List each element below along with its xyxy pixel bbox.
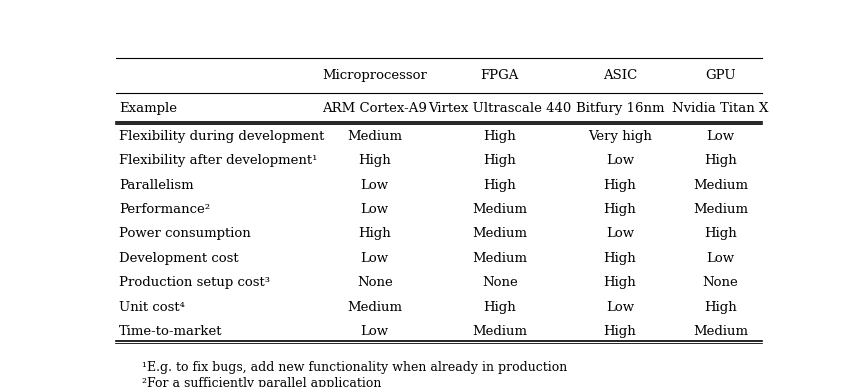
Text: Low: Low [360,203,388,216]
Text: High: High [359,228,391,240]
Text: Production setup cost³: Production setup cost³ [119,276,269,289]
Text: Nvidia Titan X: Nvidia Titan X [672,102,768,115]
Text: Development cost: Development cost [119,252,238,265]
Text: Low: Low [706,130,734,143]
Text: Low: Low [360,325,388,338]
Text: Low: Low [606,301,634,314]
Text: High: High [704,228,737,240]
Text: Medium: Medium [693,203,748,216]
Text: ASIC: ASIC [603,69,638,82]
Text: Medium: Medium [693,325,748,338]
Text: Medium: Medium [473,203,527,216]
Text: Medium: Medium [347,130,402,143]
Text: Very high: Very high [588,130,652,143]
Text: High: High [484,178,516,192]
Text: FPGA: FPGA [480,69,519,82]
Text: High: High [604,252,637,265]
Text: Medium: Medium [473,325,527,338]
Text: Power consumption: Power consumption [119,228,251,240]
Text: High: High [704,301,737,314]
Text: High: High [484,154,516,167]
Text: Medium: Medium [473,228,527,240]
Text: None: None [357,276,393,289]
Text: High: High [484,130,516,143]
Text: Medium: Medium [693,178,748,192]
Text: Flexibility during development: Flexibility during development [119,130,324,143]
Text: Low: Low [706,252,734,265]
Text: Medium: Medium [347,301,402,314]
Text: None: None [482,276,518,289]
Text: Low: Low [360,178,388,192]
Text: ²For a sufficiently parallel application: ²For a sufficiently parallel application [142,377,381,387]
Text: High: High [604,276,637,289]
Text: Low: Low [606,154,634,167]
Text: High: High [604,178,637,192]
Text: GPU: GPU [706,69,736,82]
Text: High: High [704,154,737,167]
Text: Medium: Medium [473,252,527,265]
Text: ¹E.g. to fix bugs, add new functionality when already in production: ¹E.g. to fix bugs, add new functionality… [142,361,567,374]
Text: Virtex Ultrascale 440: Virtex Ultrascale 440 [428,102,571,115]
Text: None: None [703,276,739,289]
Text: High: High [484,301,516,314]
Text: High: High [604,203,637,216]
Text: Parallelism: Parallelism [119,178,194,192]
Text: High: High [604,325,637,338]
Text: High: High [359,154,391,167]
Text: Flexibility after development¹: Flexibility after development¹ [119,154,317,167]
Text: Low: Low [606,228,634,240]
Text: Microprocessor: Microprocessor [322,69,428,82]
Text: Bitfury 16nm: Bitfury 16nm [575,102,665,115]
Text: Unit cost⁴: Unit cost⁴ [119,301,184,314]
Text: ARM Cortex-A9: ARM Cortex-A9 [322,102,428,115]
Text: Performance²: Performance² [119,203,210,216]
Text: Time-to-market: Time-to-market [119,325,222,338]
Text: Example: Example [119,102,177,115]
Text: Low: Low [360,252,388,265]
